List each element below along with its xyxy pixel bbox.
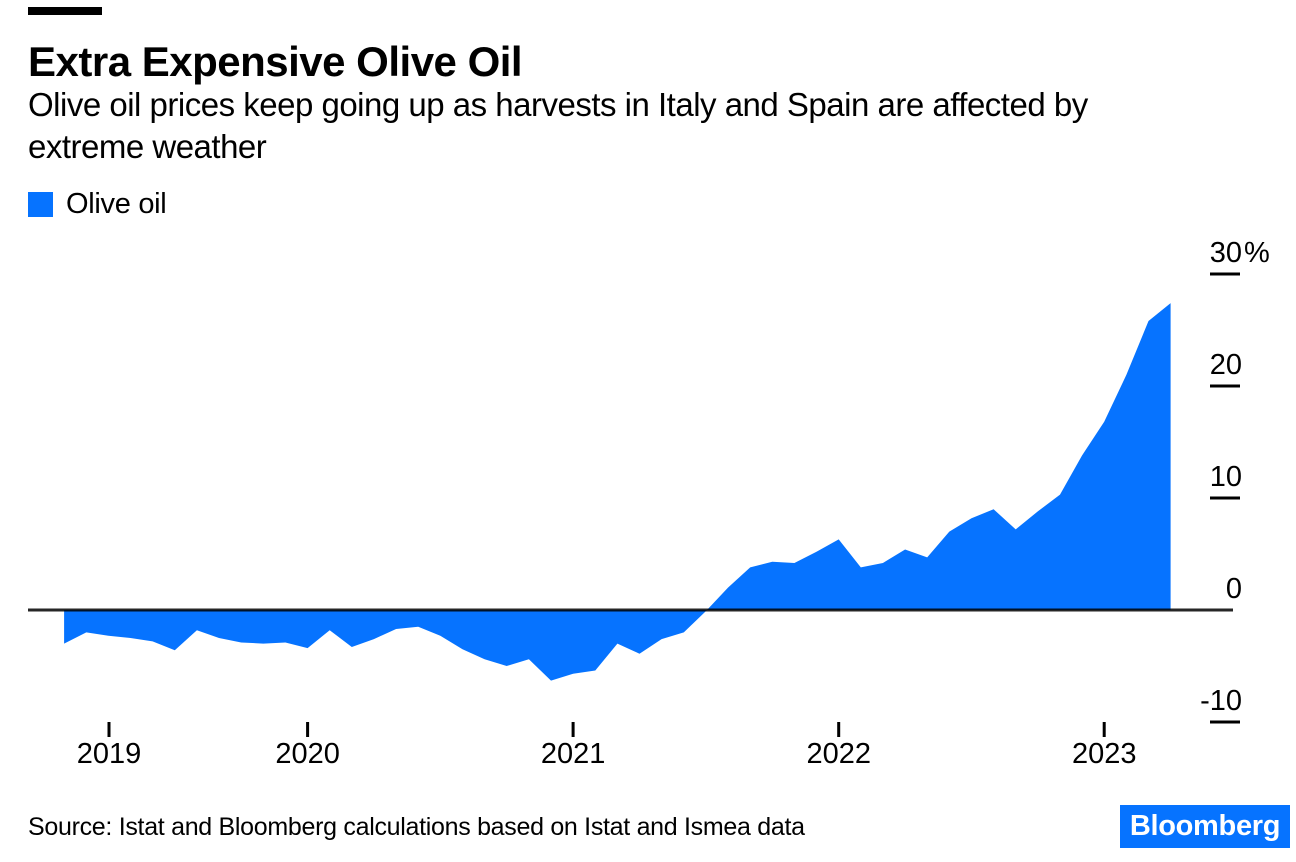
x-tick-dash (571, 722, 575, 737)
y-tick-dash (1210, 720, 1240, 724)
x-tick-dash (1102, 722, 1106, 737)
legend: Olive oil (28, 188, 167, 220)
chart-title: Extra Expensive Olive Oil (28, 38, 523, 85)
x-tick-dash (837, 722, 841, 737)
chart-subtitle-line1: Olive oil prices keep going up as harves… (28, 86, 1088, 123)
y-axis-label: 30 (1210, 237, 1242, 269)
y-axis-label: -10 (1200, 685, 1242, 717)
x-axis-label: 2021 (541, 738, 606, 770)
y-axis-unit-suffix: % (1244, 237, 1270, 269)
x-axis-label: 2019 (77, 738, 142, 770)
source-note: Source: Istat and Bloomberg calculations… (28, 813, 805, 841)
y-tick-dash (1210, 496, 1240, 500)
chart-subtitle: Olive oil prices keep going up as harves… (28, 84, 1088, 168)
x-axis-label: 2022 (806, 738, 871, 770)
legend-label: Olive oil (66, 188, 167, 220)
y-axis-label: 0 (1226, 573, 1242, 605)
y-axis-label: 10 (1210, 461, 1242, 493)
y-axis-label: 20 (1210, 349, 1242, 381)
y-tick-dash (1210, 384, 1240, 388)
zero-baseline (28, 608, 1233, 612)
x-axis-label: 2023 (1072, 738, 1137, 770)
brand-kicker-bar (28, 7, 102, 15)
bloomberg-logo-text: Bloomberg (1129, 810, 1281, 842)
bloomberg-logo: Bloomberg (1120, 805, 1290, 848)
x-tick-dash (306, 722, 310, 737)
x-axis-label: 2020 (275, 738, 340, 770)
legend-swatch-icon (28, 192, 53, 217)
x-tick-dash (107, 722, 111, 737)
y-tick-dash (1210, 272, 1240, 276)
olive-oil-area-series (64, 303, 1171, 681)
chart-subtitle-line2: extreme weather (28, 128, 267, 165)
